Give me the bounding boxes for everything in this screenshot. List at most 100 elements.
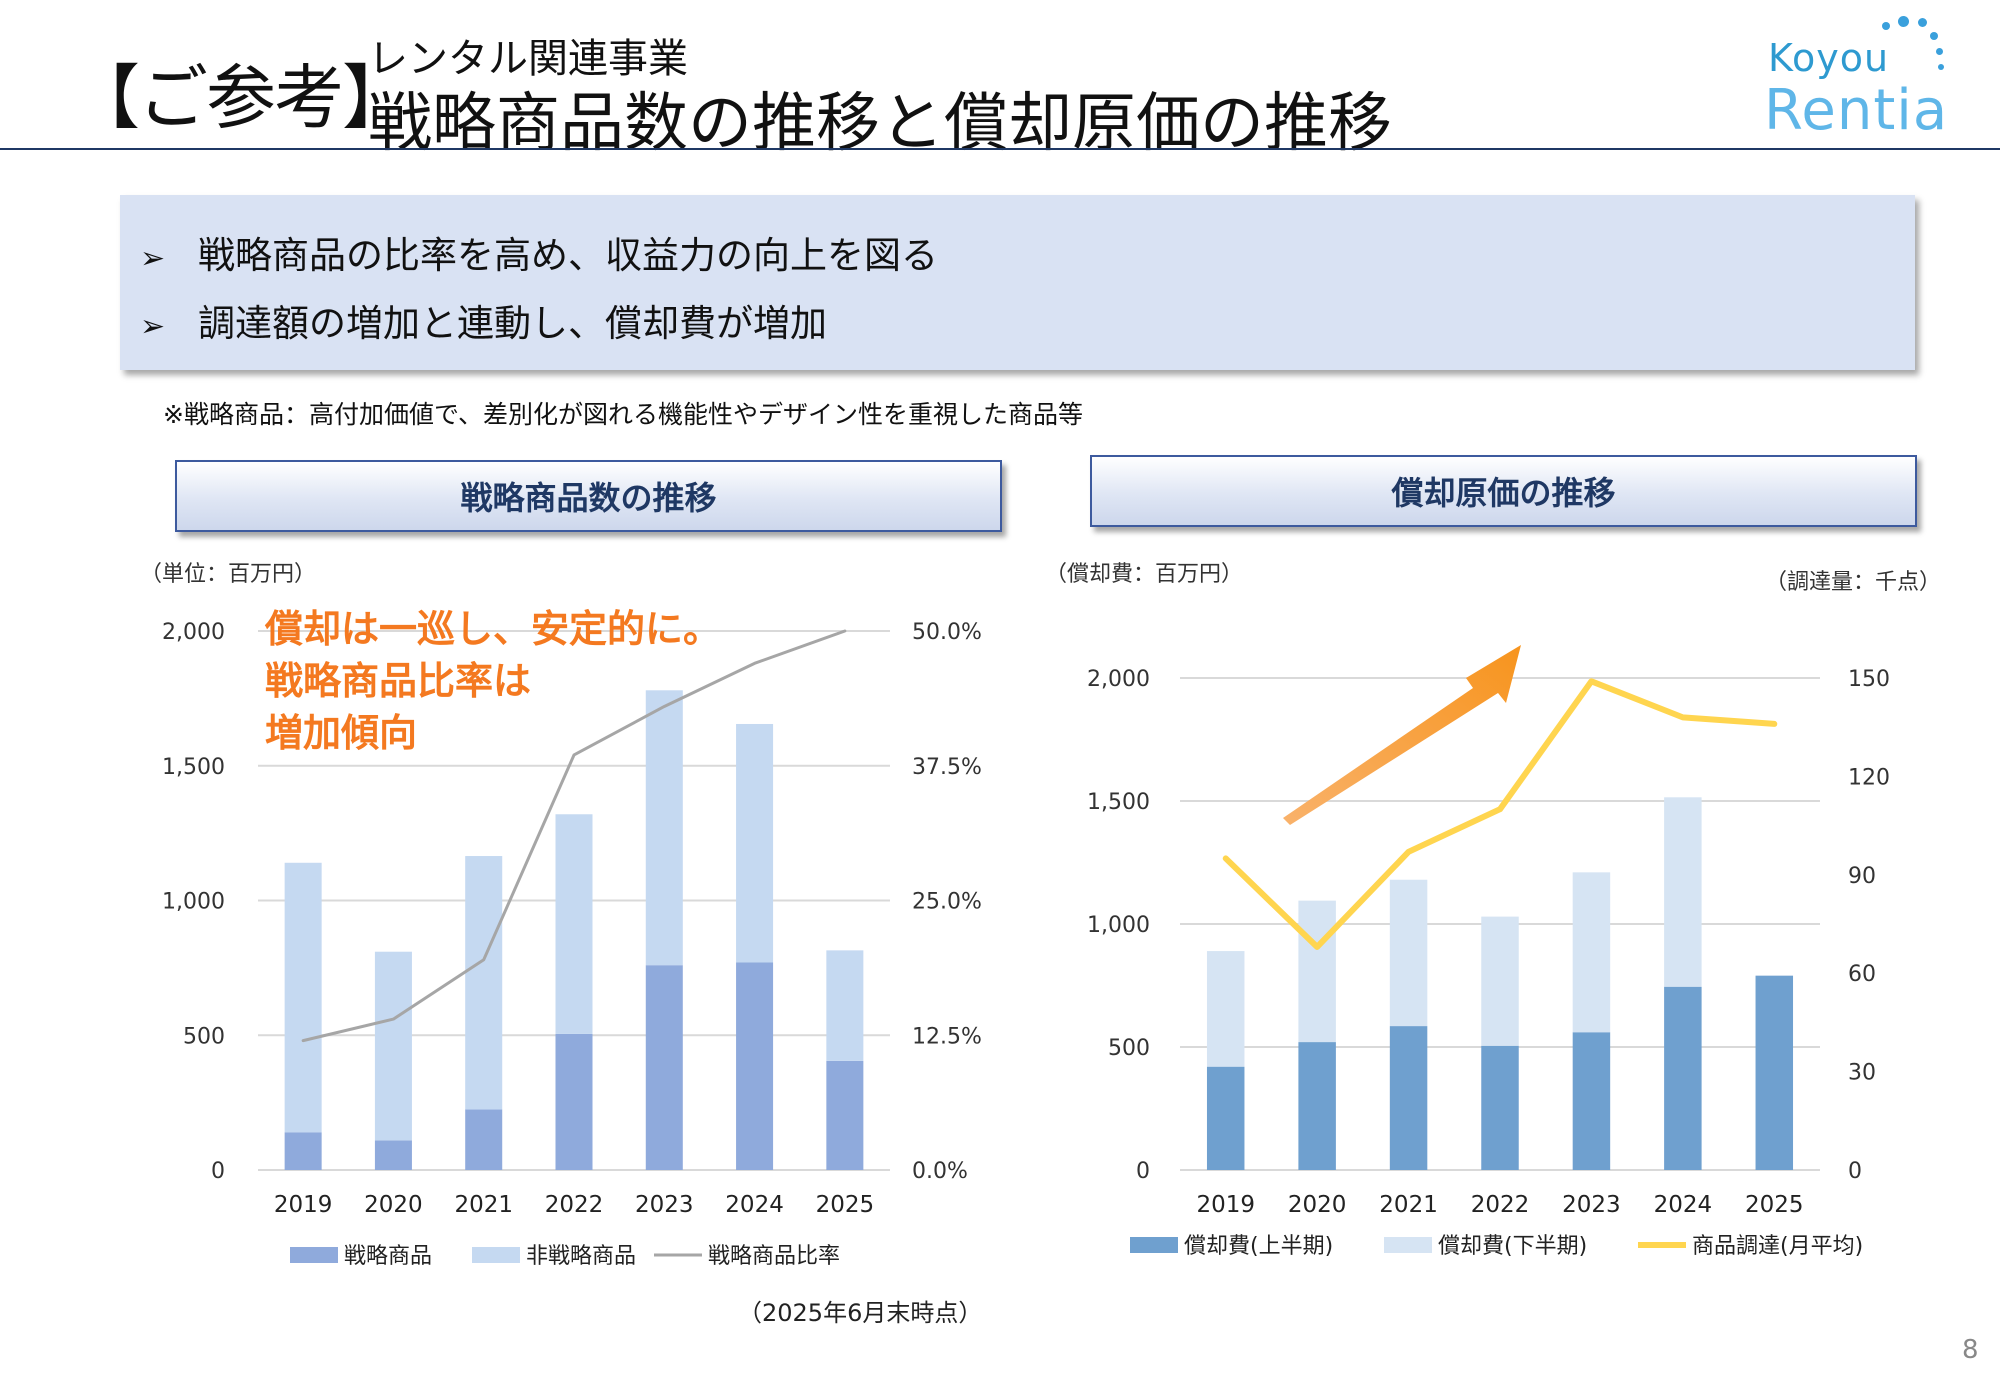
x-tick-label: 2020 [364,1192,423,1218]
bar-償却費(下半期) [1481,916,1519,1046]
bar-戦略商品 [465,1109,503,1170]
bar-非戦略商品 [645,690,683,966]
logo-dot [1918,18,1927,27]
y-left-tick-label: 2,000 [1087,667,1150,692]
amortization-chart: 0 500 1,000 1,500 2,000 0 30 60 90 120 150 2019 2020… [1087,645,1890,1259]
bar-戦略商品 [284,1132,322,1170]
y-right-tick-label: 30 [1848,1061,1876,1086]
trend-arrow-icon [1283,645,1521,825]
logo-dot [1938,64,1944,70]
logo-dot [1936,48,1943,55]
right-panel-header: 償却原価の推移 [1090,455,1917,527]
bar-戦略商品 [826,1060,864,1170]
bar-償却費(上半期) [1298,1042,1336,1170]
highlight-line: 増加傾向 [265,711,418,755]
logo-text-koyou: Koyou [1768,36,1890,80]
summary-bullet: ➢ 調達額の増加と連動し、償却費が増加 [140,293,827,347]
summary-bullet-text: 調達額の増加と連動し、償却費が増加 [198,302,827,345]
bar-戦略商品 [645,965,683,1170]
legend-label: 償却費(上半期) [1184,1234,1333,1259]
x-tick-label: 2024 [1654,1192,1713,1218]
logo-text-rentia: Rentia [1764,78,1949,143]
bar-戦略商品 [736,962,774,1170]
y-right-tick-label: 60 [1848,962,1876,987]
legend-label: 戦略商品比率 [708,1244,840,1269]
bar-償却費(下半期) [1389,879,1428,1027]
bar-非戦略商品 [555,814,593,1034]
x-tick-label: 2022 [1471,1192,1530,1218]
bar-償却費(上半期) [1206,1066,1245,1170]
y-right-tick-label: 50.0% [912,620,982,645]
bar-非戦略商品 [736,723,774,963]
legend-label: 非戦略商品 [526,1244,636,1269]
definition-note: ※戦略商品：高付加価値で、差別化が図れる機能性やデザイン性を重視した商品等 [163,400,1083,429]
logo-dot [1882,22,1890,30]
legend-swatch [1384,1237,1432,1253]
left-panel-header: 戦略商品数の推移 [175,460,1002,532]
legend-swatch [1130,1237,1178,1253]
y-right-tick-label: 120 [1848,765,1890,790]
logo-dot [1930,32,1938,40]
y-right-tick-label: 0 [1848,1159,1862,1184]
page-number: 8 [1962,1335,1979,1365]
bar-非戦略商品 [284,862,322,1133]
bar-償却費(下半期) [1664,797,1702,987]
summary-bullet-text: 戦略商品の比率を高め、収益力の向上を図る [198,234,938,277]
bar-戦略商品 [374,1140,412,1170]
y-left-tick-label: 500 [1108,1036,1150,1061]
x-tick-label: 2021 [454,1192,513,1218]
y-left-tick-label: 1,500 [1087,790,1150,815]
bar-非戦略商品 [826,950,864,1061]
right-unit-label-right: （調達量：千点） [1765,570,1942,595]
x-tick-label: 2022 [545,1192,604,1218]
title-divider [0,148,2000,150]
y-left-tick-label: 1,000 [162,890,225,915]
y-left-tick-label: 0 [211,1159,225,1184]
x-tick-label: 2025 [816,1192,875,1218]
bar-償却費(上半期) [1572,1032,1611,1170]
x-tick-label: 2023 [1562,1192,1621,1218]
arrow-bullet-icon: ➢ [140,241,166,276]
y-right-tick-label: 12.5% [912,1024,982,1049]
company-logo: Koyou Rentia [1762,12,1972,143]
as-of-date: （2025年6月末時点） [738,1299,983,1327]
bar-償却費(下半期) [1206,951,1245,1067]
y-left-tick-label: 0 [1136,1159,1150,1184]
strategic-products-chart: 0 500 1,000 1,500 2,000 0.0% 12.5% 25.0% 37.5% 50… [162,620,982,1269]
highlight-line: 償却は一巡し、安定的に。 [265,607,722,651]
x-tick-label: 2024 [725,1192,784,1218]
left-unit-label: （単位：百万円） [140,562,317,587]
highlight-callout: 償却は一巡し、安定的に。 戦略商品比率は 増加傾向 [265,603,721,759]
y-left-tick-label: 2,000 [162,620,225,645]
x-tick-label: 2019 [1196,1192,1255,1218]
legend-swatch [290,1247,338,1263]
bar-償却費(上半期) [1755,975,1794,1170]
bar-非戦略商品 [374,951,412,1141]
x-tick-label: 2019 [274,1192,333,1218]
y-right-tick-label: 25.0% [912,890,982,915]
bar-償却費(上半期) [1664,986,1702,1170]
y-left-tick-label: 1,000 [1087,913,1150,938]
bar-償却費(上半期) [1389,1026,1428,1170]
legend-label: 商品調達(月平均) [1692,1234,1863,1259]
logo-dot [1898,16,1909,27]
bar-戦略商品 [555,1033,593,1170]
y-right-tick-label: 150 [1848,667,1890,692]
y-right-tick-label: 90 [1848,864,1876,889]
legend-label: 戦略商品 [344,1244,432,1269]
x-tick-label: 2021 [1379,1192,1438,1218]
bar-償却費(下半期) [1572,872,1611,1033]
bar-償却費(下半期) [1298,900,1336,1043]
section-tag: 【ご参考】 [70,57,412,139]
highlight-line: 戦略商品比率は [265,659,532,703]
x-tick-label: 2025 [1745,1192,1804,1218]
right-unit-label-left: （償却費：百万円） [1045,562,1244,587]
y-right-tick-label: 0.0% [912,1159,968,1184]
bar-償却費(上半期) [1481,1045,1519,1170]
x-tick-label: 2020 [1288,1192,1347,1218]
legend-swatch [472,1247,520,1263]
legend-label: 償却費(下半期) [1438,1234,1587,1259]
summary-box: ➢ 戦略商品の比率を高め、収益力の向上を図る ➢ 調達額の増加と連動し、償却費が増加 [120,195,1915,370]
summary-bullet: ➢ 戦略商品の比率を高め、収益力の向上を図る [140,225,938,279]
y-left-tick-label: 500 [183,1024,225,1049]
